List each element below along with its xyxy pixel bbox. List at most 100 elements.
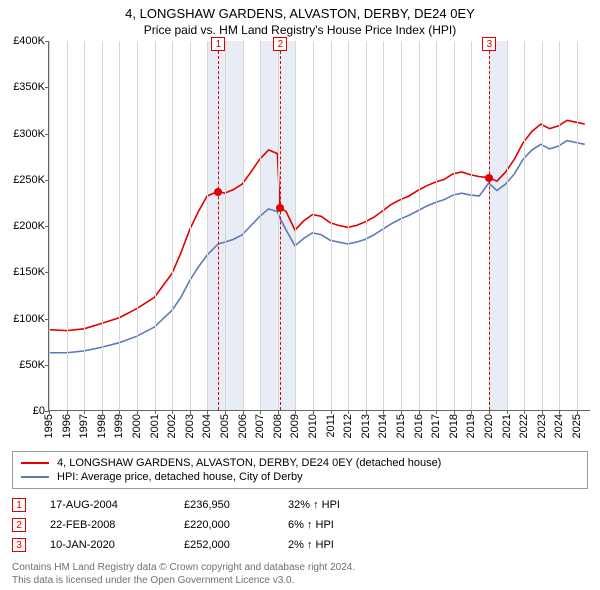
y-tick-label: £50K: [19, 359, 45, 371]
footnote-line: This data is licensed under the Open Gov…: [12, 574, 588, 587]
x-gridline: [137, 41, 138, 410]
x-tick-mark: [84, 410, 85, 414]
x-tick-mark: [260, 410, 261, 414]
x-gridline: [313, 41, 314, 410]
x-tick-mark: [559, 410, 560, 414]
x-tick-label: 2020: [483, 414, 495, 438]
transaction-row: 310-JAN-2020£252,0002% ↑ HPI: [12, 535, 588, 555]
x-gridline: [84, 41, 85, 410]
x-gridline: [419, 41, 420, 410]
x-tick-label: 2010: [307, 414, 319, 438]
x-tick-mark: [436, 410, 437, 414]
x-tick-label: 2011: [325, 414, 337, 438]
x-gridline: [454, 41, 455, 410]
x-tick-mark: [401, 410, 402, 414]
y-tick-mark: [45, 319, 49, 320]
x-tick-label: 2004: [201, 414, 213, 438]
x-tick-label: 2008: [272, 414, 284, 438]
x-tick-label: 2002: [166, 414, 178, 438]
x-gridline: [190, 41, 191, 410]
x-gridline: [102, 41, 103, 410]
x-tick-mark: [331, 410, 332, 414]
x-tick-mark: [454, 410, 455, 414]
x-tick-mark: [577, 410, 578, 414]
x-tick-mark: [383, 410, 384, 414]
x-tick-mark: [313, 410, 314, 414]
chart-subtitle: Price paid vs. HM Land Registry's House …: [0, 21, 600, 41]
x-tick-mark: [190, 410, 191, 414]
x-tick-label: 1995: [43, 414, 55, 438]
x-tick-mark: [172, 410, 173, 414]
x-gridline: [119, 41, 120, 410]
x-tick-label: 2025: [571, 414, 583, 438]
transaction-price: £220,000: [184, 519, 264, 531]
transaction-delta: 6% ↑ HPI: [288, 519, 388, 531]
y-tick-label: £350K: [13, 81, 45, 93]
x-tick-label: 2007: [254, 414, 266, 438]
x-tick-label: 2000: [131, 414, 143, 438]
x-tick-label: 2018: [448, 414, 460, 438]
y-tick-label: £400K: [13, 35, 45, 47]
x-tick-mark: [419, 410, 420, 414]
y-tick-mark: [45, 134, 49, 135]
footnote-line: Contains HM Land Registry data © Crown c…: [12, 561, 588, 574]
y-tick-mark: [45, 180, 49, 181]
x-tick-label: 2001: [149, 414, 161, 438]
x-gridline: [559, 41, 560, 410]
x-tick-mark: [278, 410, 279, 414]
x-tick-label: 1996: [61, 414, 73, 438]
transaction-number-box: 2: [12, 518, 26, 532]
x-tick-mark: [137, 410, 138, 414]
x-gridline: [172, 41, 173, 410]
legend: 4, LONGSHAW GARDENS, ALVASTON, DERBY, DE…: [12, 451, 588, 489]
y-tick-mark: [45, 87, 49, 88]
x-tick-mark: [49, 410, 50, 414]
x-tick-mark: [119, 410, 120, 414]
transaction-row: 117-AUG-2004£236,95032% ↑ HPI: [12, 495, 588, 515]
transaction-delta: 32% ↑ HPI: [288, 499, 388, 511]
x-gridline: [436, 41, 437, 410]
x-gridline: [471, 41, 472, 410]
transaction-marker-dot: [485, 174, 493, 182]
y-tick-label: £150K: [13, 266, 45, 278]
transaction-marker-line: [218, 41, 219, 410]
plot-area: £0£50K£100K£150K£200K£250K£300K£350K£400…: [48, 41, 590, 411]
legend-swatch: [21, 462, 49, 464]
x-gridline: [295, 41, 296, 410]
x-tick-label: 2006: [237, 414, 249, 438]
x-tick-mark: [524, 410, 525, 414]
transaction-number-box: 1: [12, 498, 26, 512]
line-series-svg: [49, 41, 590, 410]
y-tick-mark: [45, 272, 49, 273]
x-tick-label: 2014: [377, 414, 389, 438]
x-tick-label: 2016: [413, 414, 425, 438]
x-gridline: [331, 41, 332, 410]
transactions-table: 117-AUG-2004£236,95032% ↑ HPI222-FEB-200…: [12, 495, 588, 555]
x-tick-label: 2017: [430, 414, 442, 438]
transaction-marker-number: 1: [211, 37, 225, 51]
transaction-number-box: 3: [12, 538, 26, 552]
transaction-date: 22-FEB-2008: [50, 519, 160, 531]
x-tick-label: 2005: [219, 414, 231, 438]
chart-container: 4, LONGSHAW GARDENS, ALVASTON, DERBY, DE…: [0, 0, 600, 590]
transaction-marker-line: [489, 41, 490, 410]
y-tick-label: £250K: [13, 174, 45, 186]
x-tick-label: 2003: [184, 414, 196, 438]
x-tick-label: 2022: [518, 414, 530, 438]
x-tick-label: 2012: [342, 414, 354, 438]
x-tick-mark: [102, 410, 103, 414]
y-tick-label: £200K: [13, 220, 45, 232]
transaction-delta: 2% ↑ HPI: [288, 539, 388, 551]
x-tick-label: 1999: [113, 414, 125, 438]
x-tick-mark: [155, 410, 156, 414]
x-tick-label: 1997: [78, 414, 90, 438]
legend-row: HPI: Average price, detached house, City…: [21, 470, 579, 484]
x-tick-mark: [507, 410, 508, 414]
x-gridline: [155, 41, 156, 410]
y-tick-mark: [45, 41, 49, 42]
x-tick-mark: [295, 410, 296, 414]
y-tick-label: £300K: [13, 128, 45, 140]
x-tick-label: 2009: [289, 414, 301, 438]
transaction-date: 17-AUG-2004: [50, 499, 160, 511]
legend-label: HPI: Average price, detached house, City…: [57, 471, 303, 483]
